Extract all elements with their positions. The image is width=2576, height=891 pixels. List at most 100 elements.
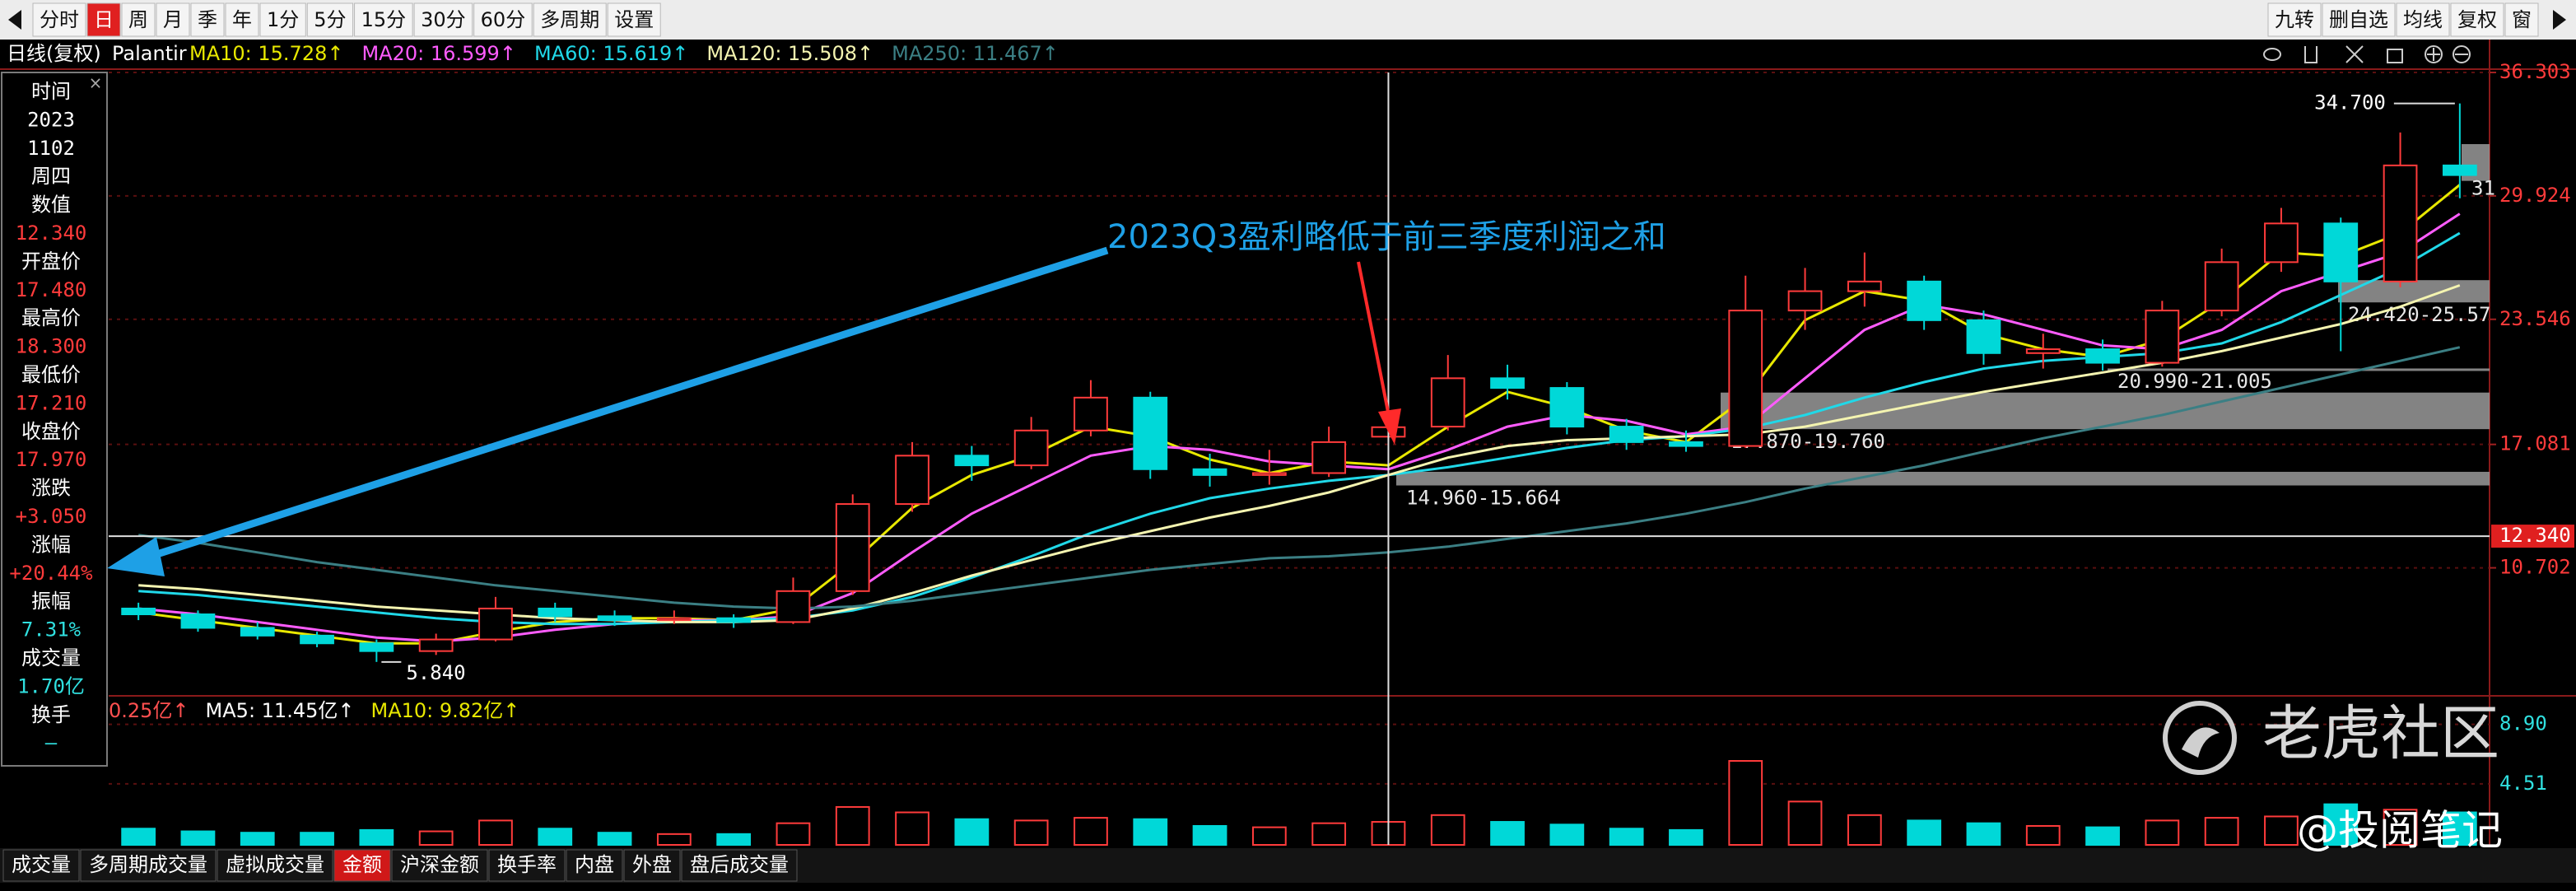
toolbar-button[interactable]: 60分 [481,8,526,31]
close-icon: × [89,73,103,93]
toolbar-button[interactable]: 年 [232,8,252,31]
info-row: 18.300 [16,335,87,358]
legend-tool-icon [2345,45,2364,63]
tab[interactable]: 多周期成交量 [89,853,207,876]
candle-body [2383,164,2418,282]
candle-body [1966,319,2001,354]
volume-bar [121,828,156,846]
toolbar-button[interactable]: 5分 [314,8,346,31]
y-tick-label: 29.924 [2499,184,2571,207]
tab[interactable]: 沪深金额 [400,853,479,876]
tab[interactable]: 虚拟成交量 [226,853,324,876]
tab-bg [333,849,391,882]
tab[interactable]: 成交量 [12,853,71,876]
info-row: 涨跌 [31,477,71,500]
info-row: 最低价 [21,363,81,386]
toolbar-button[interactable]: 删自选 [2329,8,2388,31]
toolbar-button[interactable]: 窗 [2512,8,2532,31]
volume-bar [538,828,573,846]
toolbar-button-bg [2322,2,2396,37]
support-zone [2338,280,2490,303]
candle-body [1013,429,1049,467]
candle-body [121,607,156,616]
tab[interactable]: 盘后成交量 [690,853,789,876]
legend-entry: MA10: 15.728↑ [189,42,343,65]
legend-tool-icon [2304,46,2317,63]
zone-label: 31 [2471,177,2495,200]
ma-line [138,346,2461,610]
tab-bg [2,849,80,882]
tab-bg [623,849,681,882]
toolbar-button[interactable]: 多周期 [540,8,599,31]
toolbar-button[interactable]: 15分 [361,8,407,31]
info-row: 12.340 [16,222,87,245]
info-row: 17.210 [16,391,87,414]
info-row: 17.480 [16,278,87,301]
toolbar-button-bg [2450,2,2504,37]
volume-bar [1907,819,1942,846]
legend-entry: MA120: 15.508↑ [706,42,873,65]
toolbar-button-bg [2267,2,2322,37]
info-row: 振幅 [31,590,71,613]
chart-subtitle: Palantir [112,42,187,65]
toolbar-button[interactable]: 季 [198,8,217,31]
volume-bar [954,818,990,847]
zone-label: 14.960-15.664 [1406,487,1561,510]
volume-bar [418,830,454,846]
arrow-head [1378,408,1401,445]
candle-body [1490,377,1525,390]
candle-body [597,615,632,622]
toolbar-button[interactable]: 日 [94,8,114,31]
candle-body [1251,472,1287,476]
candle-body [478,607,513,641]
toolbar-button-bg [225,2,259,37]
info-row: 1.70亿 [17,674,85,697]
toolbar-button[interactable]: 复权 [2457,8,2497,31]
candle-body [954,455,990,467]
tab[interactable]: 内盘 [575,853,614,876]
candle-body [1669,441,1703,447]
legend-tool-icon [2425,45,2443,63]
candle-body [2025,348,2061,354]
info-row: 成交量 [21,646,81,669]
toolbar-button[interactable]: 九转 [2275,8,2314,31]
volume-bar [2145,819,2180,846]
volume-legend-entry: MA5: 11.45亿↑ [206,699,355,722]
toolbar-button[interactable]: 设置 [614,8,654,31]
volume-bar [2442,811,2477,847]
tab[interactable]: 金额 [342,853,382,876]
toolbar-button[interactable]: 1分 [267,8,299,31]
volume-bar [1074,817,1108,846]
y-tick-label: 17.081 [2499,432,2571,455]
high-label: 34.700 [2314,91,2386,114]
candle-body [1549,387,1585,428]
candle-body [656,617,692,622]
toolbar-button[interactable]: 分时 [40,8,79,31]
support-zone [2108,368,2490,371]
candle-body [2204,261,2239,312]
legend-tool-icon [2387,49,2403,63]
volume-bar [240,832,275,847]
toolbar-button[interactable]: 均线 [2403,8,2443,31]
annotation-arrow [1357,261,1391,421]
volume-bar [2383,809,2418,846]
volume-legend-entry: MA10: 9.82亿↑ [370,699,519,722]
tab[interactable]: 外盘 [632,853,672,876]
candle-body [1728,310,1763,447]
info-row: 开盘价 [21,250,81,273]
y-tick-label: 36.303 [2499,60,2571,83]
candle-body [2145,310,2180,364]
candle-body [1847,280,1882,292]
volume-bar [180,830,216,846]
toolbar-button[interactable]: 月 [163,8,183,31]
tab-bg [391,849,488,882]
tab[interactable]: 换手率 [497,853,557,876]
candle-body [1907,280,1942,321]
toolbar-button[interactable]: 周 [128,8,148,31]
toolbar-button-bg [306,2,354,37]
info-row: 最高价 [21,306,81,329]
toolbar-button-bg [2396,2,2450,37]
candle-body [359,642,394,652]
toolbar-button[interactable]: 30分 [421,8,466,31]
volume-bar [597,832,632,847]
